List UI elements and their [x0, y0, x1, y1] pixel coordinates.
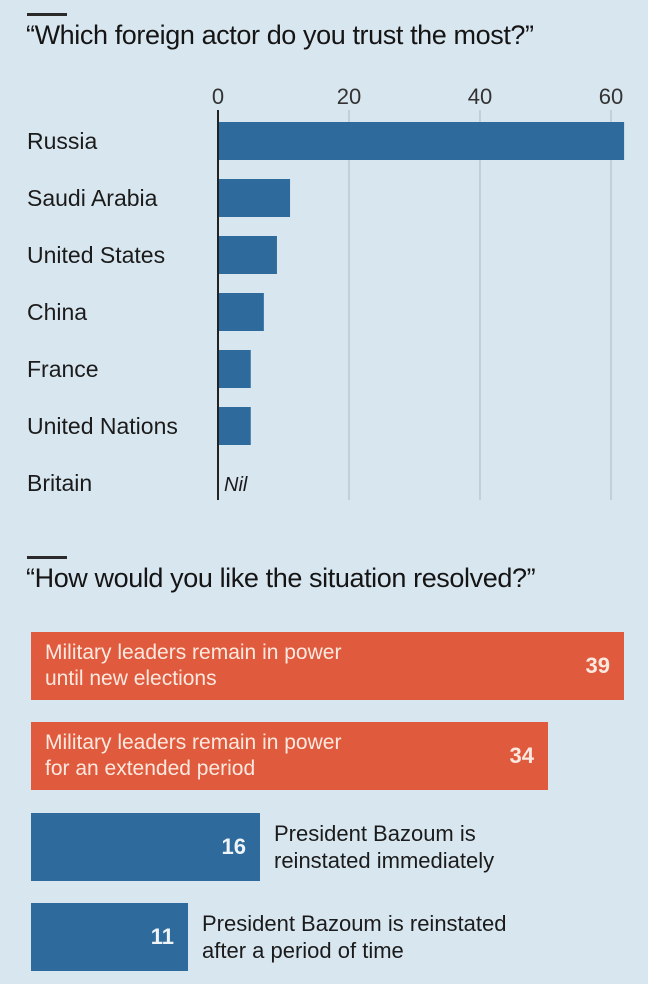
resolution-bar: 34 Military leaders remain in power for an… — [31, 722, 548, 790]
chart2-title: “How would you like the situation resolv… — [26, 563, 536, 593]
bar-united-states — [218, 236, 277, 274]
bar-united-nations — [218, 407, 251, 445]
label-line: Military leaders remain in power — [45, 641, 342, 664]
x-tick-label: 60 — [599, 84, 623, 109]
category-label: Russia — [27, 128, 98, 154]
label-line: President Bazoum is — [274, 821, 476, 846]
chart1-title: “Which foreign actor do you trust the mo… — [26, 20, 534, 50]
category-label: China — [27, 299, 87, 325]
bar-category-label: Military leaders remain in power for an e… — [45, 730, 341, 782]
category-label: United Nations — [27, 413, 178, 439]
bar-value-label: 39 — [585, 653, 610, 678]
bar-china — [218, 293, 264, 331]
category-label: Britain — [27, 470, 92, 496]
resolution-bar: 39 Military leaders remain in power until … — [31, 632, 624, 700]
x-tick-label: 40 — [468, 84, 492, 109]
bar-russia — [218, 122, 625, 160]
bar-value-label: 34 — [509, 743, 534, 768]
label-line: President Bazoum is reinstated — [202, 911, 507, 936]
category-label: United States — [27, 242, 165, 268]
label-line: for an extended period — [45, 757, 256, 780]
x-tick-label: 0 — [212, 84, 224, 109]
resolution-bar: 11 — [31, 903, 188, 971]
chart2-title-rule — [27, 556, 67, 559]
label-line: after a period of time — [202, 938, 404, 963]
label-line: reinstated immediately — [274, 848, 495, 873]
chart1-title-rule — [27, 13, 67, 16]
resolution-bar: 16 — [31, 813, 260, 881]
bar-category-label: President Bazoum is reinstated immediatel… — [274, 820, 494, 874]
label-line: until new elections — [45, 667, 217, 690]
x-tick-label: 20 — [337, 84, 361, 109]
trust-bar-chart: 0 20 40 60 Russia Saudi Arabia United States Ch… — [27, 84, 625, 500]
bar-france — [218, 350, 251, 388]
bar-value-label: 11 — [150, 924, 174, 949]
nil-annotation: Nil — [224, 474, 248, 496]
bar-category-label: President Bazoum is reinstated after a pe… — [202, 910, 507, 964]
category-label: France — [27, 356, 99, 382]
bar-value-label: 16 — [221, 834, 246, 859]
label-line: Military leaders remain in power — [45, 731, 342, 754]
bar-saudi-arabia — [218, 179, 291, 217]
bar-category-label: Military leaders remain in power until ne… — [45, 640, 341, 692]
category-label: Saudi Arabia — [27, 185, 158, 211]
